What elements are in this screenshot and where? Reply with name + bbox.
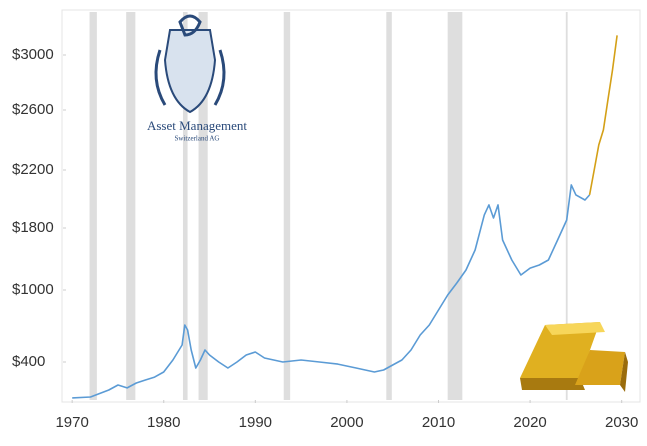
y-tick-label: $2200 (12, 161, 54, 178)
y-tick-label: $3000 (12, 46, 54, 63)
x-tick-label: 2030 (605, 414, 638, 431)
gold-bar-side (620, 352, 628, 392)
price-line (72, 184, 591, 399)
recession-band (447, 12, 463, 400)
y-tick-label: $1800 (12, 219, 54, 236)
gold-bar-top (545, 322, 605, 335)
price-line (588, 35, 618, 196)
plot-frame (61, 9, 641, 403)
gold-bar-side (520, 378, 585, 390)
x-tick-label: 1970 (55, 414, 88, 431)
logo-subtitle: Switzerland AG (175, 135, 220, 143)
recession-band (198, 12, 208, 400)
gold-bar (575, 350, 625, 385)
recession-band (126, 12, 136, 400)
logo: Asset Management Switzerland AG (147, 14, 247, 143)
x-tick-label: 2000 (330, 414, 363, 431)
logo-mantling (154, 14, 226, 106)
recession-band (283, 12, 291, 400)
recession-band (182, 12, 188, 400)
y-tick-label: $1000 (12, 281, 54, 298)
recession-band (565, 12, 568, 400)
y-tick-label: $400 (12, 353, 45, 370)
recession-band (386, 12, 392, 400)
y-tick-label: $2600 (12, 101, 54, 118)
x-tick-label: 1980 (147, 414, 180, 431)
x-tick-label: 2020 (513, 414, 546, 431)
x-tick-label: 2010 (422, 414, 455, 431)
logo-shield (163, 29, 217, 114)
gold-bars (520, 322, 628, 392)
logo-name: Asset Management (147, 118, 247, 133)
gold-bar (520, 322, 600, 378)
x-tick-label: 1990 (239, 414, 272, 431)
recession-band (89, 12, 97, 400)
